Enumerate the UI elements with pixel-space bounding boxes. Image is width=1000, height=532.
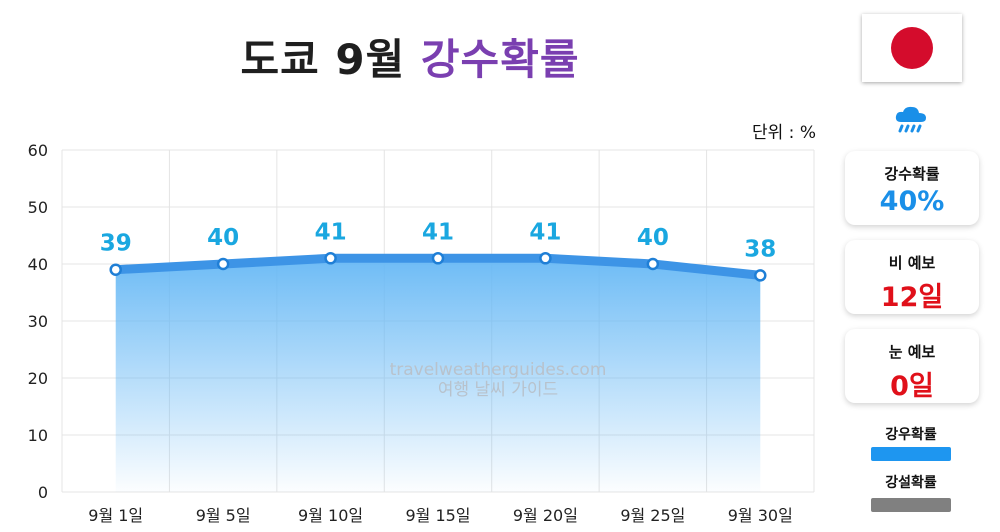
data-label: 41 xyxy=(315,219,347,245)
legend-label-rain: 강우확률 xyxy=(885,427,937,443)
x-tick-label: 9월 30일 xyxy=(728,506,793,525)
x-tick-label: 9월 1일 xyxy=(88,506,143,525)
rain-cloud-icon xyxy=(895,106,926,133)
x-tick-label: 9월 5일 xyxy=(196,506,251,525)
page-title: 도쿄 9월 강수확률 xyxy=(0,26,820,87)
data-point xyxy=(431,252,445,265)
unit-label: 단위 : % xyxy=(752,123,816,143)
card-precipitation-probability: 강수확률 40% xyxy=(845,151,979,225)
watermark-url: travelweatherguides.com xyxy=(390,360,607,380)
title-main: 도쿄 9월 xyxy=(240,35,406,84)
legend-swatch-snow xyxy=(871,498,951,512)
y-tick-label: 40 xyxy=(28,255,48,274)
chart-area xyxy=(115,258,761,492)
area-fill xyxy=(115,258,761,492)
data-label: 40 xyxy=(637,225,669,251)
data-label: 41 xyxy=(422,219,454,245)
legend-label-snow: 강설확률 xyxy=(885,475,937,491)
watermark-text: 여행 날씨 가이드 xyxy=(438,380,558,400)
card-value: 0일 xyxy=(890,371,934,402)
data-point xyxy=(754,269,767,282)
x-tick-label: 9월 10일 xyxy=(298,506,363,525)
data-point xyxy=(646,257,660,271)
y-tick-label: 10 xyxy=(28,426,48,445)
x-tick-label: 9월 15일 xyxy=(405,506,470,525)
data-point xyxy=(109,263,122,276)
data-point xyxy=(216,257,230,271)
data-label: 38 xyxy=(744,236,776,262)
card-label: 비 예보 xyxy=(888,254,936,272)
card-label: 강수확률 xyxy=(884,165,940,183)
x-tick-label: 9월 20일 xyxy=(513,506,578,525)
card-value: 12일 xyxy=(880,282,944,313)
x-tick-label: 9월 25일 xyxy=(620,506,685,525)
chart-axes: 0 10 20 30 40 50 60 9월 1일 9월 5일 9월 10일 9월 15일 9월 20… xyxy=(28,141,793,525)
card-label: 눈 예보 xyxy=(888,343,936,361)
data-label: 40 xyxy=(207,225,239,251)
title-highlight: 강수확률 xyxy=(420,35,580,84)
legend-swatch-rain xyxy=(871,447,951,461)
japan-flag-icon xyxy=(862,14,962,82)
y-tick-label: 0 xyxy=(38,483,48,502)
flag-red-circle xyxy=(891,27,933,69)
chart-labels: 39 40 41 41 41 40 38 xyxy=(100,219,777,262)
card-rain-forecast: 비 예보 12일 xyxy=(845,240,979,314)
data-point xyxy=(539,252,552,265)
precipitation-chart: travelweatherguides.com 여행 날씨 가이드 39 40 41… xyxy=(28,141,815,525)
card-value: 40% xyxy=(879,186,945,217)
card-snow-forecast: 눈 예보 0일 xyxy=(845,329,979,403)
data-point xyxy=(324,252,337,265)
y-tick-label: 20 xyxy=(28,369,48,388)
y-tick-label: 60 xyxy=(28,141,48,160)
data-label: 41 xyxy=(529,219,561,245)
y-tick-label: 30 xyxy=(28,312,48,331)
data-label: 39 xyxy=(100,231,132,257)
y-tick-label: 50 xyxy=(28,198,48,217)
chart-watermark: travelweatherguides.com 여행 날씨 가이드 xyxy=(390,360,607,400)
chart-line xyxy=(109,252,767,282)
